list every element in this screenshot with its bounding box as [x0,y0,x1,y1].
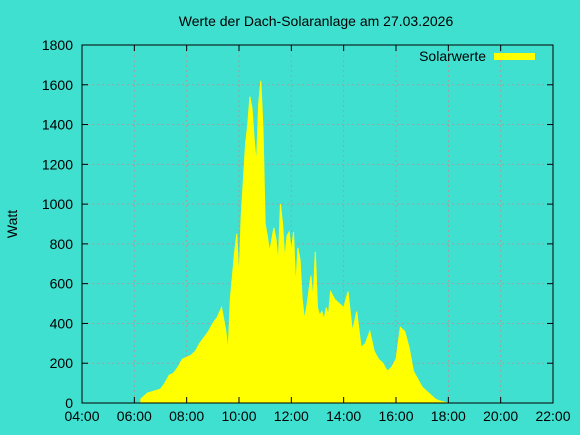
y-tick-label: 1400 [42,117,73,133]
x-tick-label: 06:00 [117,408,152,424]
legend: Solarwerte [419,48,535,64]
y-tick-label: 1600 [42,77,73,93]
series-layer [140,80,458,404]
x-tick-label: 20:00 [483,408,518,424]
y-tick-label: 800 [50,236,74,252]
y-tick-label: 600 [50,276,74,292]
series-area-solarwerte [140,80,458,404]
plot-frame [81,44,554,404]
x-axis-ticks: 04:00 06:00 08:00 10:00 12:00 14:00 16:00 18:00… [64,45,571,424]
x-tick-label: 16:00 [378,408,413,424]
y-axis-ticks: 0 200 400 600 800 1000 1200 1400 1600 1800 [42,37,553,411]
y-tick-label: 200 [50,355,74,371]
y-axis-label: Watt [4,210,20,238]
y-tick-label: 1800 [42,37,73,53]
chart-title: Werte der Dach-Solaranlage am 27.03.2026 [179,13,454,29]
x-tick-label: 12:00 [274,408,309,424]
y-tick-label: 1200 [42,156,73,172]
x-tick-label: 10:00 [221,408,256,424]
x-tick-label: 22:00 [535,408,570,424]
y-tick-label: 400 [50,315,74,331]
x-tick-label: 08:00 [169,408,204,424]
y-tick-label: 1000 [42,196,73,212]
x-tick-label: 14:00 [326,408,361,424]
legend-swatch [494,53,535,60]
y-tick-label: 0 [65,395,73,411]
x-tick-label: 18:00 [431,408,466,424]
x-tick-label: 04:00 [64,408,99,424]
legend-label: Solarwerte [419,48,486,64]
